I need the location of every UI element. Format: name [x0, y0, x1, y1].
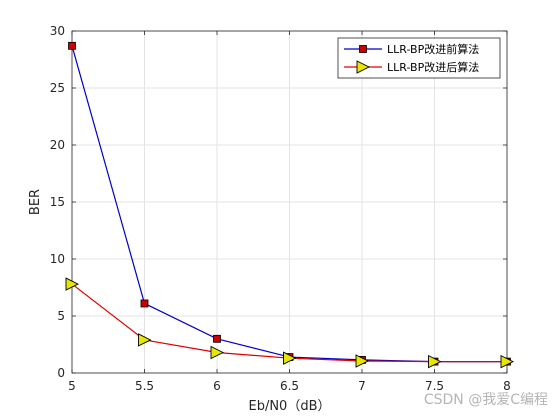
- legend-label: LLR-BP改进后算法: [387, 60, 479, 74]
- data-point: [65, 277, 80, 291]
- data-point: [140, 299, 149, 308]
- y-tick-label: 0: [57, 366, 65, 380]
- data-point: [500, 354, 515, 369]
- x-tick-label: 5.5: [135, 379, 154, 393]
- y-tick-label: 25: [50, 81, 65, 95]
- y-tick-label: 15: [50, 195, 65, 209]
- legend-swatch-marker: [359, 45, 367, 53]
- y-tick-label: 20: [50, 138, 65, 152]
- data-point: [210, 345, 225, 360]
- series-2: [65, 277, 515, 369]
- legend-item: LLR-BP改进后算法: [344, 60, 479, 74]
- x-axis-label: Eb/N0（dB）: [248, 399, 330, 414]
- y-tick-label: 30: [50, 24, 65, 38]
- legend-swatch-marker: [356, 60, 371, 74]
- data-point: [138, 333, 152, 347]
- data-point: [428, 354, 442, 369]
- series-group: [65, 41, 515, 369]
- x-tick-label: 6: [213, 379, 221, 393]
- data-point: [68, 41, 76, 50]
- x-tick-label: 6.5: [280, 379, 299, 393]
- legend-item: LLR-BP改进前算法: [344, 42, 479, 56]
- watermark-text: CSDN @我爱C编程: [424, 392, 548, 408]
- x-tick-label: 7.5: [425, 379, 444, 393]
- legend-box: [337, 37, 501, 79]
- legend-label: LLR-BP改进前算法: [387, 42, 479, 56]
- data-point: [213, 334, 221, 343]
- x-tick-label: 7: [358, 379, 366, 393]
- grid-lines: [71, 30, 508, 374]
- y-tick-label: 10: [50, 252, 65, 266]
- x-tick-label: 5: [68, 379, 76, 393]
- y-axis-label: BER: [28, 189, 43, 215]
- y-tick-label: 5: [57, 309, 65, 323]
- data-point: [283, 351, 297, 365]
- legend: LLR-BP改进前算法 LLR-BP改进后算法: [337, 37, 501, 79]
- data-point: [355, 354, 370, 368]
- x-tick-label: 8: [503, 379, 511, 393]
